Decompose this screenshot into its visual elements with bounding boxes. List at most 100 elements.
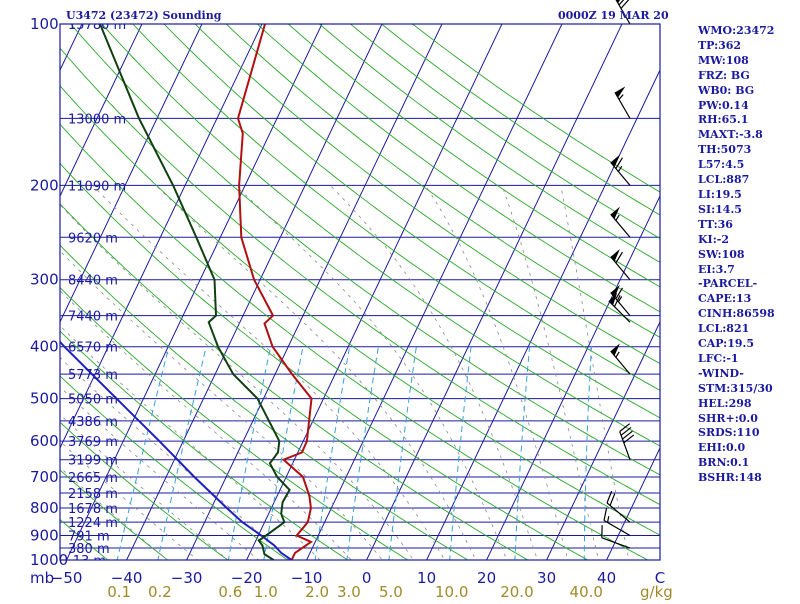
pressure-label: 300 bbox=[30, 271, 59, 289]
stat-item: WMO:23472 bbox=[698, 24, 798, 39]
wind-barb bbox=[602, 525, 630, 548]
mixing-ratio-label: 0.2 bbox=[148, 583, 172, 600]
height-label: 3769 m bbox=[68, 435, 118, 450]
stat-item: SHR+:0.0 bbox=[698, 412, 798, 427]
stat-item: HEL:298 bbox=[698, 397, 798, 412]
stat-item: TH:5073 bbox=[698, 143, 798, 158]
height-label: 3199 m bbox=[68, 454, 118, 469]
pressure-label: 500 bbox=[30, 390, 59, 408]
height-label: 2665 m bbox=[68, 471, 118, 486]
pressure-label: 100 bbox=[30, 15, 59, 33]
wind-barb-half-flag bbox=[616, 352, 619, 357]
isotherm-line bbox=[121, 12, 387, 571]
stat-item: BRN:0.1 bbox=[698, 456, 798, 471]
chart-time: 0000Z 19 MAR 20 bbox=[558, 9, 669, 22]
mixing-ratio-label: 40.0 bbox=[570, 583, 603, 600]
wind-barb-half-flag bbox=[616, 215, 619, 220]
temperature-tick-label: 10 bbox=[417, 569, 436, 587]
mixing-ratio-line bbox=[584, 347, 591, 572]
wind-barb bbox=[615, 86, 630, 118]
mixing-ratio-label: 5.0 bbox=[379, 583, 403, 600]
dry-adiabat-line bbox=[30, 12, 791, 571]
stat-item: LCL:821 bbox=[698, 322, 798, 337]
wind-barb-staff bbox=[615, 92, 630, 118]
temperature-tick-label: 0 bbox=[362, 569, 372, 587]
height-label: 4386 m bbox=[68, 415, 118, 430]
height-label: 7440 m bbox=[68, 310, 118, 325]
wind-barb-half-flag bbox=[607, 516, 608, 522]
wind-barb-staff bbox=[611, 162, 630, 185]
height-label: 5050 m bbox=[68, 393, 118, 408]
mixing-ratio-line bbox=[314, 347, 350, 572]
height-label: 11090 m bbox=[68, 179, 126, 194]
height-label: 8440 m bbox=[68, 274, 118, 289]
stat-item: -PARCEL- bbox=[698, 277, 798, 292]
isotherm-line bbox=[181, 12, 447, 571]
stat-item: MAXT:-3.8 bbox=[698, 128, 798, 143]
stat-item: MW:108 bbox=[698, 54, 798, 69]
pressure-label: 700 bbox=[30, 468, 59, 486]
isotherm-line bbox=[0, 12, 28, 571]
stat-item: EHI:0.0 bbox=[698, 441, 798, 456]
stat-item: RH:65.1 bbox=[698, 113, 798, 128]
height-label: 2158 m bbox=[68, 487, 118, 502]
pressure-label: 800 bbox=[30, 499, 59, 517]
wind-barb-half-flag bbox=[619, 95, 623, 100]
mixing-ratio-unit-label: g/kg bbox=[640, 583, 673, 600]
stat-item: TT:36 bbox=[698, 218, 798, 233]
height-label: 13000 m bbox=[68, 112, 126, 127]
stat-item: LCL:887 bbox=[698, 173, 798, 188]
stat-item: PW:0.14 bbox=[698, 99, 798, 114]
mixing-ratio-label: 0.1 bbox=[107, 583, 131, 600]
mixing-ratio-label: 10.0 bbox=[435, 583, 468, 600]
mixing-ratio-label: 1.0 bbox=[254, 583, 278, 600]
mixing-ratio-label: 0.6 bbox=[218, 583, 242, 600]
wind-barb-staff bbox=[604, 520, 630, 535]
temperature-tick-label: −30 bbox=[171, 569, 203, 587]
stat-item: EI:3.7 bbox=[698, 263, 798, 278]
temperature-tick-label: −50 bbox=[51, 569, 83, 587]
stat-item: WB0: BG bbox=[698, 84, 798, 99]
chart-title: U3472 (23472) Sounding bbox=[66, 9, 221, 22]
mixing-ratio-line bbox=[514, 347, 529, 572]
stat-item: FRZ: BG bbox=[698, 69, 798, 84]
dry-adiabat-line bbox=[0, 12, 426, 571]
stat-item: LFC:-1 bbox=[698, 352, 798, 367]
wind-barb-staff bbox=[611, 351, 630, 374]
plot-frame bbox=[60, 24, 660, 560]
stat-item: TP:362 bbox=[698, 39, 798, 54]
height-label: 9620 m bbox=[68, 231, 118, 246]
stat-item: CAPE:13 bbox=[698, 292, 798, 307]
moist-adiabat-line bbox=[330, 185, 541, 571]
stat-item: CINH:86598 bbox=[698, 307, 798, 322]
wind-barb bbox=[611, 207, 630, 238]
dry-adiabat-line bbox=[91, 12, 800, 571]
moist-adiabat-line bbox=[156, 185, 481, 571]
mixing-ratio-label: 20.0 bbox=[500, 583, 533, 600]
wind-barb bbox=[611, 343, 630, 374]
mixing-ratio-label: 2.0 bbox=[305, 583, 329, 600]
height-label: -13 m bbox=[68, 554, 106, 569]
wind-barb-flag bbox=[610, 494, 615, 506]
pressure-label: 600 bbox=[30, 432, 59, 450]
stat-item: KI:-2 bbox=[698, 233, 798, 248]
wind-barb-flag bbox=[604, 508, 607, 520]
mixing-ratio-label: 3.0 bbox=[337, 583, 361, 600]
stat-item: BSHR:148 bbox=[698, 471, 798, 486]
stat-item: L57:4.5 bbox=[698, 158, 798, 173]
temperature-trace bbox=[238, 24, 312, 560]
stat-item: CAP:19.5 bbox=[698, 337, 798, 352]
pressure-label: 400 bbox=[30, 338, 59, 356]
stat-item: LI:19.5 bbox=[698, 188, 798, 203]
height-label: 1678 m bbox=[68, 502, 118, 517]
stat-item: SW:108 bbox=[698, 248, 798, 263]
stat-item: STM:315/30 bbox=[698, 382, 798, 397]
pressure-label: 1000 bbox=[30, 551, 68, 569]
height-label: 5773 m bbox=[68, 368, 118, 383]
stat-item: SI:14.5 bbox=[698, 203, 798, 218]
isotherm-line bbox=[361, 12, 627, 571]
